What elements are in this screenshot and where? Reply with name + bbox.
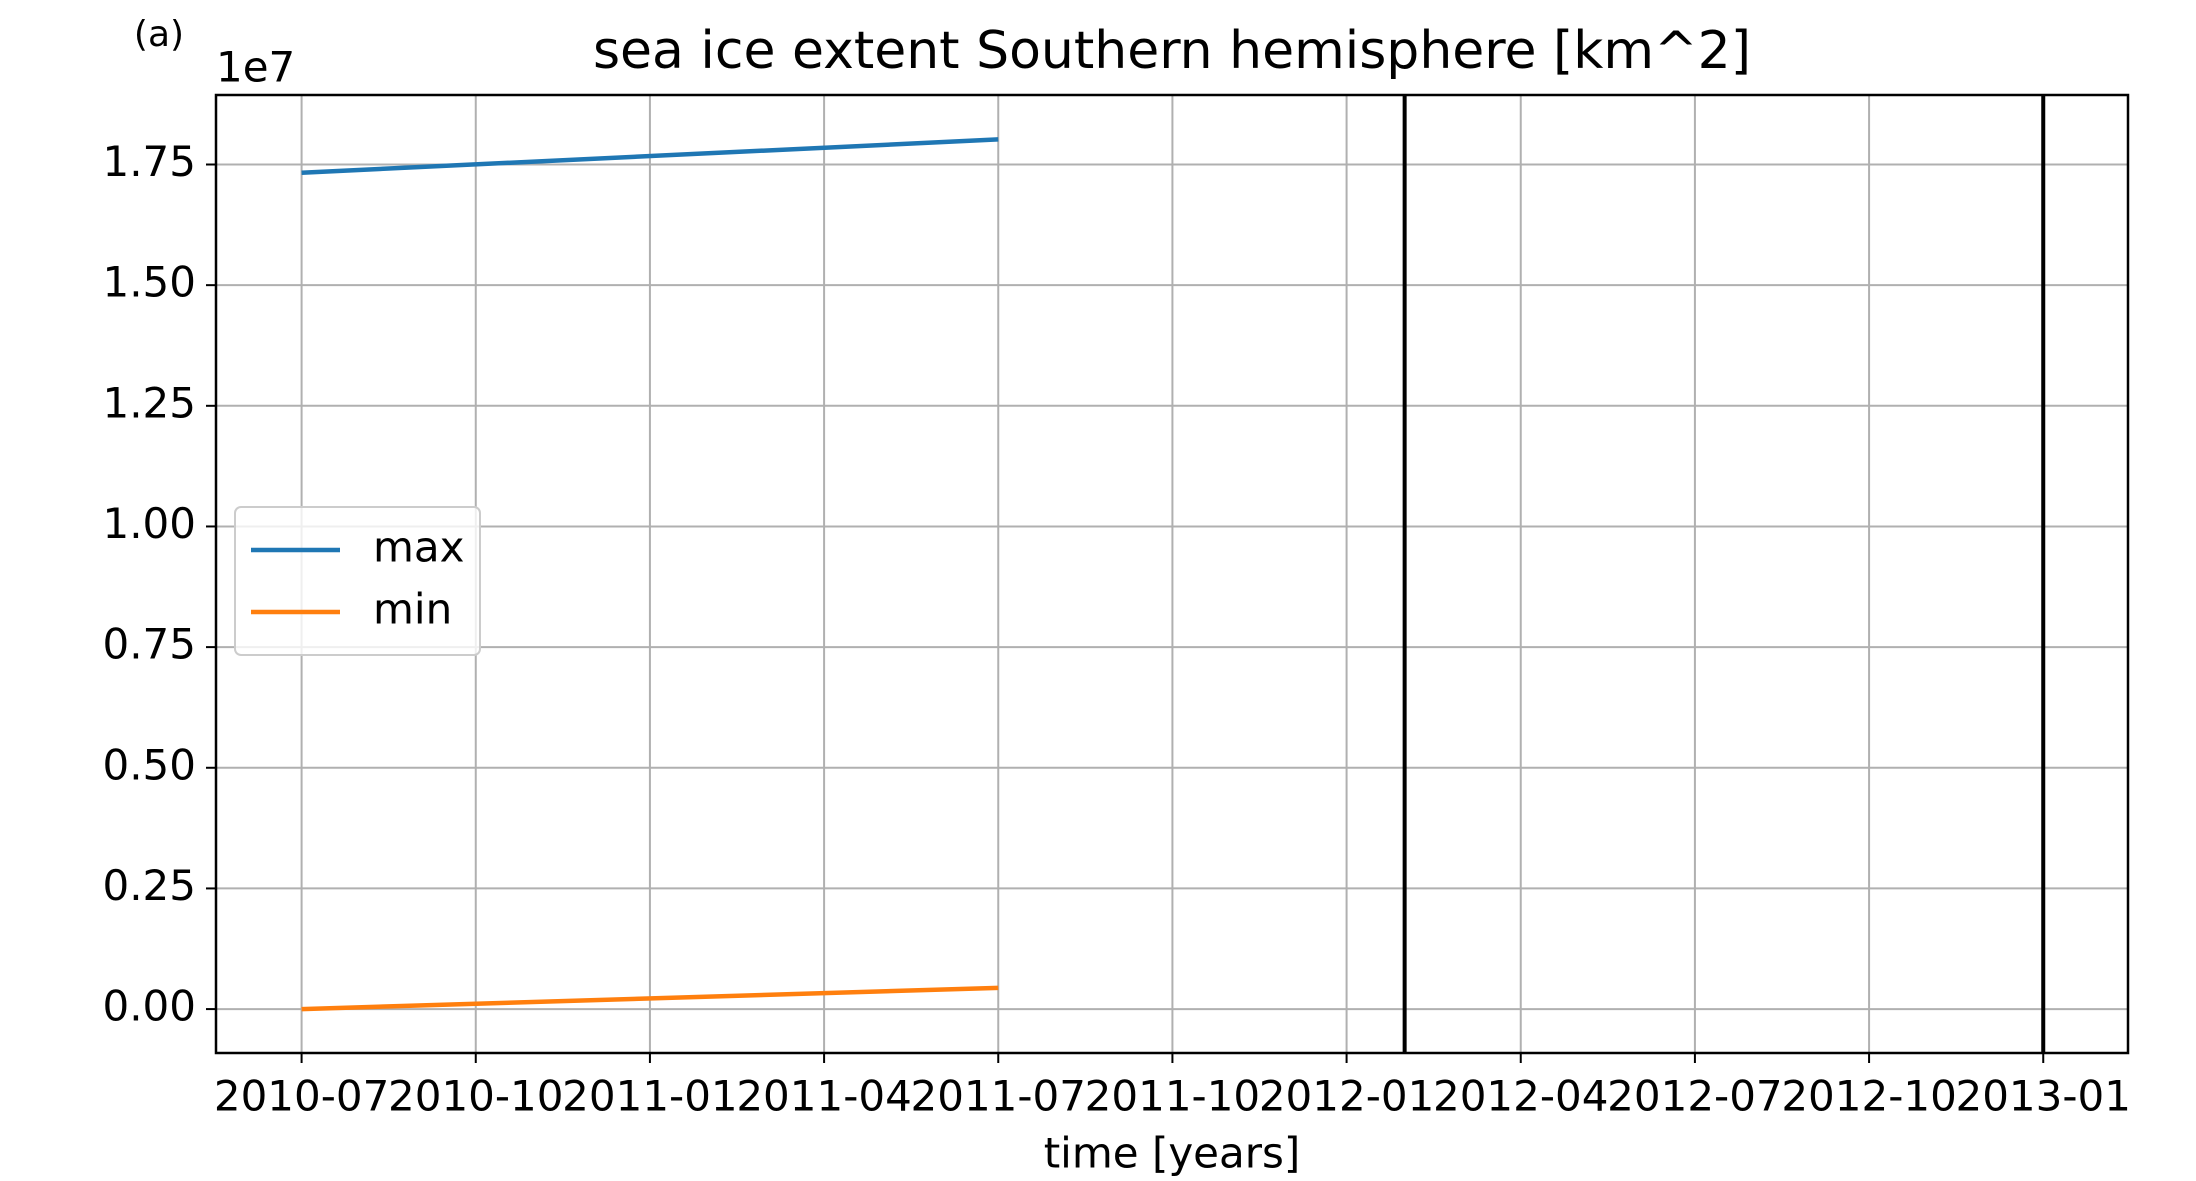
- x-tick-label: 2013-01: [1955, 1072, 2131, 1121]
- x-tick-label: 2010-07: [214, 1072, 390, 1121]
- chart-title: sea ice extent Southern hemisphere [km^2…: [593, 21, 1751, 81]
- legend-label: min: [373, 585, 452, 634]
- y-tick-label: 1.25: [102, 378, 196, 427]
- y-tick-label: 1.00: [102, 499, 196, 548]
- y-tick-label: 1.50: [102, 258, 196, 307]
- x-tick-label: 2012-07: [1607, 1072, 1783, 1121]
- y-offset-label: 1e7: [216, 43, 295, 92]
- y-tick-label: 0.50: [102, 740, 196, 789]
- x-tick-label: 2012-01: [1259, 1072, 1435, 1121]
- x-tick-label: 2011-04: [736, 1072, 912, 1121]
- x-tick-label: 2011-07: [911, 1072, 1087, 1121]
- data-line: [301, 137, 999, 175]
- y-tick-label: 0.00: [102, 982, 196, 1031]
- x-tick-label: 2011-01: [562, 1072, 738, 1121]
- y-tick-label: 0.25: [102, 861, 196, 910]
- panel-label: (a): [134, 14, 184, 55]
- x-tick-label: 2010-10: [388, 1072, 564, 1121]
- plot-frame: [214, 93, 2130, 1055]
- legend-box: [234, 506, 481, 656]
- x-tick-label: 2012-04: [1433, 1072, 1609, 1121]
- x-tick-label: 2012-10: [1781, 1072, 1957, 1121]
- y-tick-label: 0.75: [102, 620, 196, 669]
- x-tick-label: 2011-10: [1085, 1072, 1261, 1121]
- x-axis-label: time [years]: [1044, 1129, 1301, 1178]
- legend-label: max: [373, 523, 465, 572]
- y-tick-label: 1.75: [102, 137, 196, 186]
- data-line: [301, 985, 999, 1012]
